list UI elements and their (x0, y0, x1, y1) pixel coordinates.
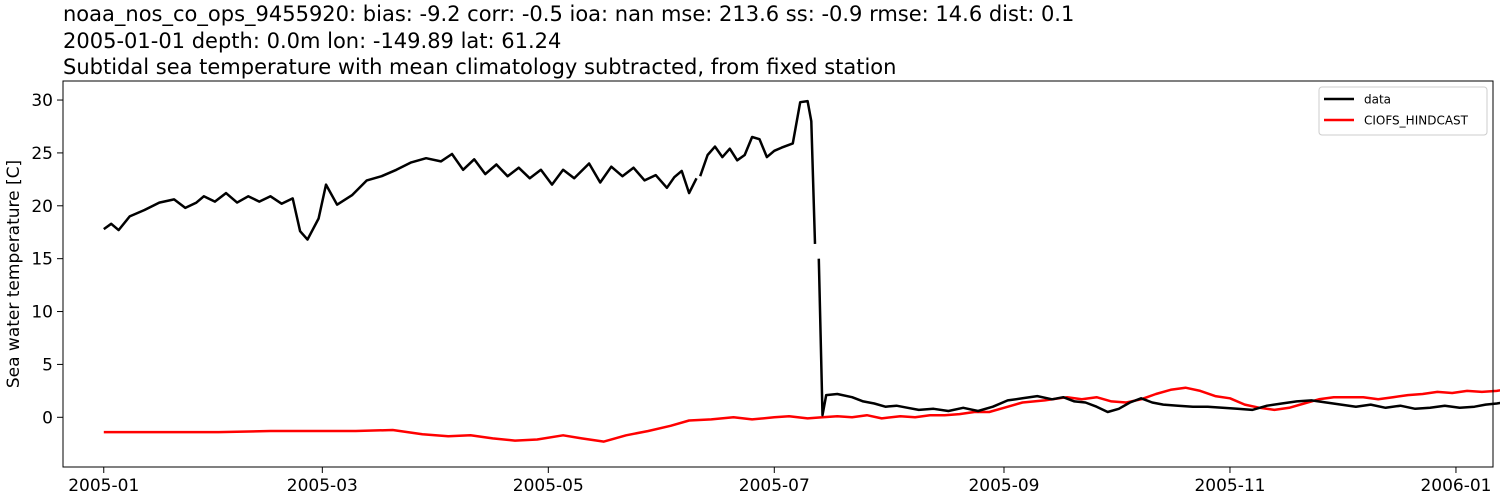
series-line-data-segment-2 (699, 99, 817, 244)
x-tick-label: 2006-01 (1420, 476, 1491, 496)
y-tick-label: 0 (42, 408, 53, 428)
plot-area-frame (62, 80, 1494, 468)
y-tick-label: 5 (42, 355, 53, 375)
y-tick-label: 15 (31, 250, 53, 270)
y-tick-label: 30 (31, 91, 53, 111)
legend-box (1318, 86, 1488, 136)
x-tick-label: 2005-07 (739, 476, 810, 496)
plot-lines (103, 99, 1500, 443)
chart-title-location: 2005-01-01 depth: 0.0m lon: -149.89 lat:… (63, 29, 562, 53)
series-line-data-segment-1 (103, 152, 698, 241)
x-tick-label: 2005-05 (513, 476, 584, 496)
series-line-ciofs-hindcast (103, 386, 1500, 443)
x-tick-label: 2005-03 (287, 476, 358, 496)
y-axis: 0 5 10 15 20 25 30 (31, 91, 63, 428)
legend-label-ciofs-hindcast: CIOFS_HINDCAST (1364, 114, 1469, 128)
series-line-data-segment-3 (817, 258, 1500, 417)
y-tick-label: 25 (31, 144, 53, 164)
y-tick-label: 10 (31, 303, 53, 323)
x-tick-label: 2005-01 (68, 476, 139, 496)
x-axis: 2005-01 2005-03 2005-05 2005-07 2005-09 2005-… (68, 467, 1491, 496)
x-tick-label: 2005-09 (968, 476, 1039, 496)
chart-title-description: Subtidal sea temperature with mean clima… (63, 55, 897, 79)
legend: data CIOFS_HINDCAST (1318, 86, 1488, 136)
x-tick-label: 2005-11 (1194, 476, 1265, 496)
y-tick-label: 20 (31, 197, 53, 217)
y-axis-label: Sea water temperature [C] (4, 160, 24, 388)
legend-label-data: data (1364, 93, 1391, 107)
chart-title-stats: noaa_nos_co_ops_9455920: bias: -9.2 corr… (63, 2, 1075, 26)
